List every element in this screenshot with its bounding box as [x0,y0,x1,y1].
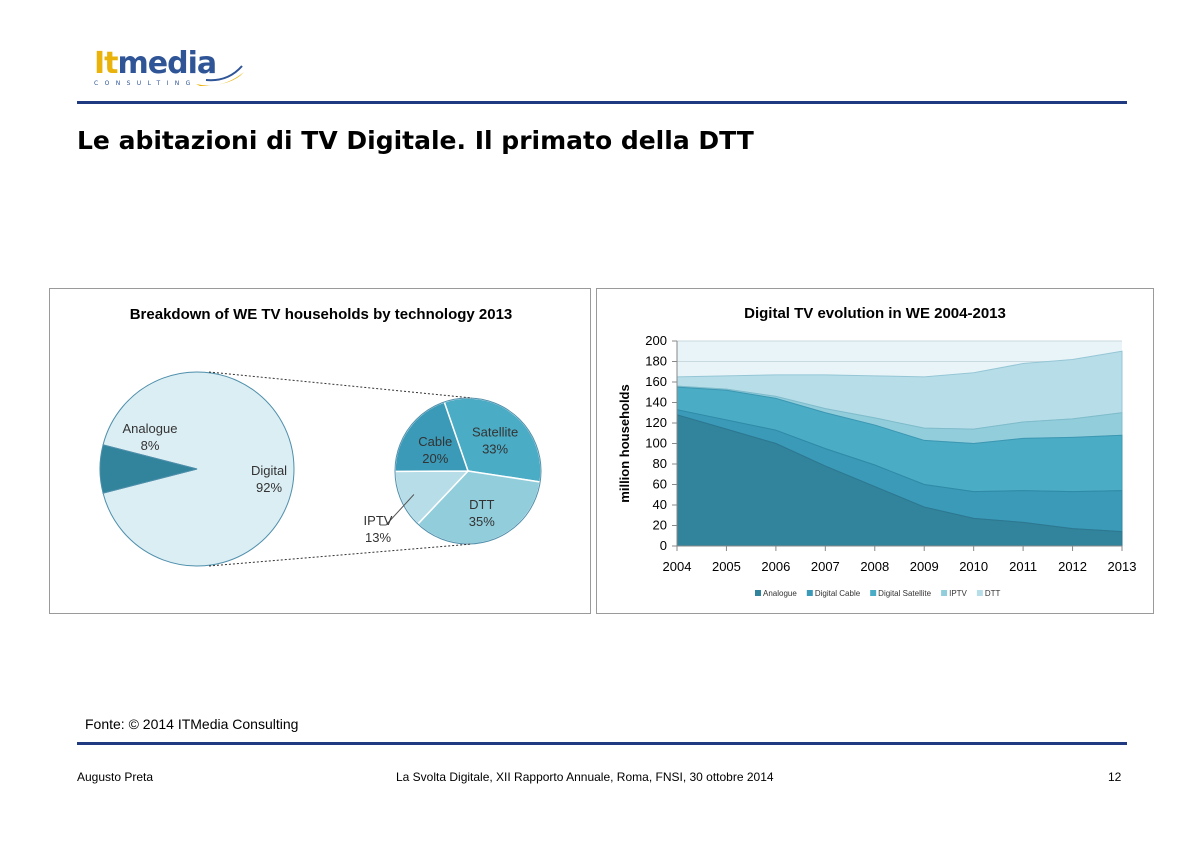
satellite-label: Satellite [472,424,518,439]
cable-label: Cable [418,434,452,449]
legend-label-analogue: Analogue [763,589,797,598]
y-tick-label: 180 [645,354,667,369]
analogue-value-label: 8% [141,438,160,453]
iptv-leader-line [380,494,415,526]
legend-label-digital-cable: Digital Cable [815,589,861,598]
y-tick-label: 120 [645,415,667,430]
legend-label-digital-satellite: Digital Satellite [878,589,931,598]
x-tick-label: 2013 [1108,559,1137,574]
x-tick-label: 2004 [663,559,692,574]
legend-swatch-digital-cable [806,590,813,596]
pie-slice-digital [102,371,295,567]
digital-value-label: 92% [256,480,282,495]
legend-label-dtt: DTT [985,589,1001,598]
header-rule [77,101,1127,104]
footer-author: Augusto Preta [77,770,154,784]
y-tick-label: 0 [660,538,667,553]
y-tick-label: 80 [653,456,667,471]
x-tick-label: 2011 [1009,559,1037,574]
cable-value-label: 20% [422,451,448,466]
legend-swatch-digital-satellite [870,590,877,596]
digital-label: Digital [251,463,287,478]
x-tick-label: 2007 [811,559,840,574]
satellite-value-label: 33% [482,441,508,456]
pie-chart: Breakdown of WE TV households by technol… [99,306,542,567]
y-tick-label: 100 [645,436,667,451]
logo-wordmark: Itmedia [94,46,217,81]
logo-tagline: CONSULTING [94,80,197,87]
dtt-value-label: 35% [469,514,495,529]
y-axis-label: million households [617,384,632,502]
page-number: 12 [1108,770,1122,784]
y-tick-label: 60 [653,477,667,492]
x-tick-label: 2008 [860,559,889,574]
pie-chart-panel: Breakdown of WE TV households by technol… [49,288,591,614]
y-tick-label: 140 [645,395,667,410]
area-chart: Digital TV evolution in WE 2004-2013 0 20 4… [617,305,1137,598]
legend-swatch-analogue [755,590,761,596]
y-tick-label: 40 [653,497,667,512]
area-chart-title: Digital TV evolution in WE 2004-2013 [744,305,1006,322]
legend-swatch-iptv [941,590,948,596]
y-tick-label: 160 [645,374,667,389]
x-tick-label: 2010 [959,559,988,574]
legend-label-iptv: IPTV [949,589,967,598]
x-tick-label: 2012 [1058,559,1087,574]
source-note: Fonte: © 2014 ITMedia Consulting [85,716,299,732]
y-tick-label: 20 [653,518,667,533]
iptv-value-label: 13% [365,530,391,545]
x-tick-label: 2009 [910,559,939,574]
pie-chart-title: Breakdown of WE TV households by technol… [130,306,513,323]
slide-title: Le abitazioni di TV Digitale. Il primato… [77,126,754,155]
itmedia-logo: Itmedia CONSULTING [92,46,252,94]
footer-event: La Svolta Digitale, XII Rapporto Annuale… [396,770,774,784]
pie-connector-top [208,371,473,399]
legend-swatch-dtt [976,590,983,596]
area-chart-panel: Digital TV evolution in WE 2004-2013 0 20 4… [596,288,1154,614]
x-tick-label: 2005 [712,559,741,574]
x-tick-label: 2006 [761,559,790,574]
dtt-label: DTT [469,497,494,512]
footer-rule [77,742,1127,745]
analogue-label: Analogue [123,421,178,436]
y-tick-label: 200 [645,333,667,348]
iptv-label: IPTV [364,513,393,528]
pie-slice-analogue [99,444,198,494]
logo-swoosh-icon [196,65,244,86]
